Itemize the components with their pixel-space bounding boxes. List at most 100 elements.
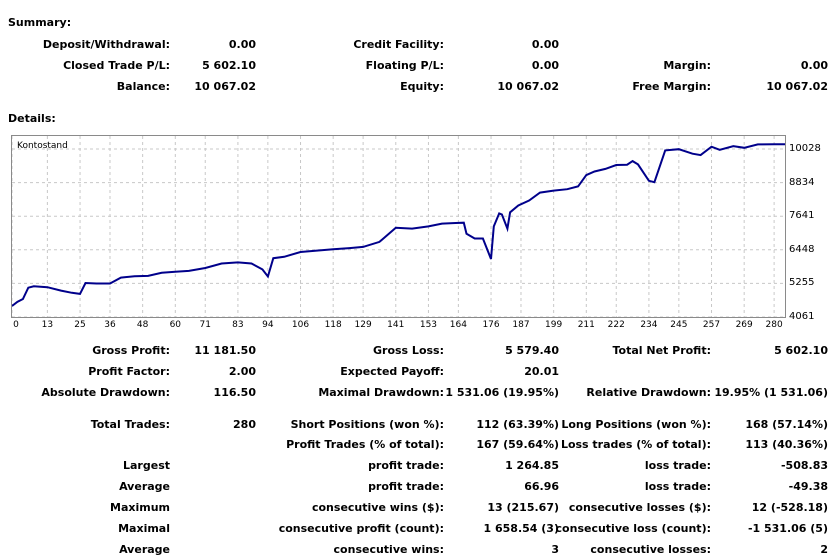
balance-chart: Kontostand: [11, 135, 786, 318]
detail-stat-value: 5 579.40: [505, 344, 559, 357]
detail-stat-label: Total Net Profit:: [612, 344, 712, 357]
trade-stat-label: Maximum: [110, 501, 170, 514]
trade-stat-label: Profit Trades (% of total):: [286, 438, 444, 451]
trade-stat-value: 280: [233, 418, 256, 431]
trade-stat-label: Total Trades:: [90, 418, 170, 431]
trade-stat-label: Maximal: [118, 522, 170, 535]
trade-stat-value: 112 (63.39%): [476, 418, 559, 431]
x-tick-label: 269: [735, 320, 753, 330]
trade-stat-value: 113 (40.36%): [745, 438, 828, 451]
margin-label: Margin:: [663, 59, 711, 72]
free-margin-label: Free Margin:: [632, 80, 711, 93]
x-tick-label: 257: [702, 320, 721, 330]
trade-stat-label: consecutive losses:: [590, 543, 711, 556]
closed-pl-value: 5 602.10: [202, 59, 256, 72]
x-tick-label: 0: [13, 320, 19, 330]
trade-stat-label: profit trade:: [368, 459, 444, 472]
trade-stat-value: -1 531.06 (5): [747, 522, 828, 535]
detail-stat-label: Gross Profit:: [92, 344, 170, 357]
trade-stat-value: -508.83: [780, 459, 828, 472]
detail-stat-label: Relative Drawdown:: [586, 386, 711, 399]
detail-stat-value: 11 181.50: [194, 344, 256, 357]
detail-stat-value: 2.00: [228, 365, 256, 378]
x-tick-label: 13: [41, 320, 54, 330]
margin-value: 0.00: [800, 59, 828, 72]
details-heading: Details:: [8, 112, 56, 125]
trade-stat-label: consecutive losses ($):: [568, 501, 711, 514]
balance-line: [12, 143, 785, 307]
y-tick-label: 10028: [789, 143, 821, 154]
trade-stat-label: Average: [119, 543, 170, 556]
y-tick-label: 8834: [789, 176, 815, 188]
x-tick-label: 25: [74, 320, 86, 330]
trade-stat-value: 2: [820, 543, 828, 556]
chart-plot: [12, 136, 785, 317]
x-tick-label: 234: [640, 320, 658, 330]
trade-stat-label: loss trade:: [644, 480, 711, 493]
balance-label: Balance:: [116, 80, 170, 93]
free-margin-value: 10 067.02: [766, 80, 828, 93]
trade-stat-label: loss trade:: [644, 459, 711, 472]
chart-title: Kontostand: [17, 141, 68, 151]
trade-stat-label: Long Positions (won %):: [561, 418, 711, 431]
trade-stat-label: Short Positions (won %):: [290, 418, 444, 431]
y-tick-label: 6448: [789, 243, 815, 255]
trade-stat-label: consecutive profit (count):: [278, 522, 444, 535]
x-tick-label: 118: [324, 320, 342, 330]
x-tick-label: 83: [232, 320, 244, 330]
x-tick-label: 129: [354, 320, 372, 330]
x-tick-label: 71: [199, 320, 211, 330]
trade-stat-value: 66.96: [524, 480, 559, 493]
trade-stat-value: 3: [551, 543, 559, 556]
floating-pl-label: Floating P/L:: [365, 59, 444, 72]
x-tick-label: 222: [607, 320, 625, 330]
equity-value: 10 067.02: [497, 80, 559, 93]
detail-stat-label: Expected Payoff:: [340, 365, 444, 378]
x-tick-label: 280: [765, 320, 783, 330]
trade-stat-label: consecutive loss (count):: [555, 522, 711, 535]
trade-stat-label: Largest: [123, 459, 170, 472]
detail-stat-value: 116.50: [213, 386, 256, 399]
trade-stat-value: 168 (57.14%): [745, 418, 828, 431]
trade-stat-label: Loss trades (% of total):: [560, 438, 711, 451]
floating-pl-value: 0.00: [531, 59, 559, 72]
detail-stat-value: 5 602.10: [774, 344, 828, 357]
closed-pl-label: Closed Trade P/L:: [63, 59, 170, 72]
detail-stat-value: 19.95% (1 531.06): [714, 386, 828, 399]
trade-stat-label: Average: [119, 480, 170, 493]
x-tick-label: 187: [512, 320, 530, 330]
detail-stat-label: Maximal Drawdown:: [318, 386, 444, 399]
detail-stat-value: 20.01: [524, 365, 559, 378]
x-tick-label: 211: [577, 320, 595, 330]
deposit-value: 0.00: [228, 38, 256, 51]
trade-stat-label: consecutive wins:: [333, 543, 444, 556]
x-tick-label: 48: [136, 320, 149, 330]
equity-label: Equity:: [400, 80, 444, 93]
balance-value: 10 067.02: [194, 80, 256, 93]
y-tick-label: 4061: [789, 311, 815, 322]
trade-stat-value: 12 (-528.18): [751, 501, 828, 514]
x-tick-label: 36: [104, 320, 116, 330]
trade-stat-value: 1 658.54 (3): [483, 522, 559, 535]
detail-stat-value: 1 531.06 (19.95%): [445, 386, 559, 399]
trade-stat-value: -49.38: [788, 480, 828, 493]
detail-stat-label: Absolute Drawdown:: [41, 386, 170, 399]
x-tick-label: 60: [169, 320, 182, 330]
x-tick-label: 245: [670, 320, 688, 330]
credit-value: 0.00: [531, 38, 559, 51]
trade-stat-value: 13 (215.67): [487, 501, 559, 514]
x-tick-label: 106: [291, 320, 310, 330]
x-tick-label: 141: [387, 320, 405, 330]
trade-stat-value: 167 (59.64%): [476, 438, 559, 451]
trade-stat-label: consecutive wins ($):: [311, 501, 444, 514]
x-tick-label: 164: [449, 320, 467, 330]
x-tick-label: 176: [482, 320, 500, 330]
x-tick-label: 199: [545, 320, 563, 330]
detail-stat-label: Gross Loss:: [373, 344, 444, 357]
x-tick-label: 153: [419, 320, 438, 330]
trade-stat-label: profit trade:: [368, 480, 444, 493]
x-tick-label: 94: [262, 320, 274, 330]
credit-label: Credit Facility:: [353, 38, 444, 51]
summary-heading: Summary:: [8, 16, 72, 29]
y-tick-label: 7641: [789, 210, 815, 222]
